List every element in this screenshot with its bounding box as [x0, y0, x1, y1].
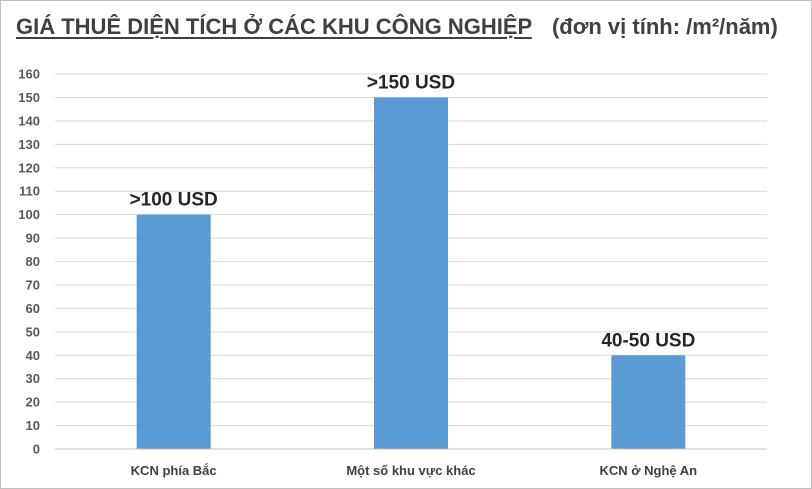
- chart-subtitle: (đơn vị tính: /m²/năm): [551, 14, 778, 39]
- y-axis: 0 10 20 30 40 50 60 70 80 90 100 110 120 130 140 150 160: [18, 67, 40, 457]
- y-tick-label: 20: [26, 395, 40, 410]
- y-tick-label: 140: [18, 113, 40, 128]
- bar-1: [136, 214, 211, 449]
- y-tick-label: 120: [18, 160, 40, 175]
- data-label-1: >100 USD: [130, 190, 218, 211]
- x-category-label-2: Một số khu vực khác: [346, 463, 475, 478]
- y-tick-label: 10: [26, 418, 40, 433]
- y-tick-label: 0: [33, 442, 40, 457]
- y-tick-label: 70: [26, 277, 40, 292]
- bars: [136, 97, 686, 449]
- chart-title-block: GIÁ THUÊ DIỆN TÍCH Ở CÁC KHU CÔNG NGHIỆP…: [16, 14, 778, 40]
- y-tick-label: 80: [26, 254, 40, 269]
- y-tick-label: 100: [18, 207, 40, 222]
- data-labels: >100 USD >150 USD 40-50 USD: [130, 72, 696, 351]
- y-tick-label: 90: [26, 231, 40, 246]
- bar-2: [374, 97, 448, 449]
- x-axis: KCN phía Bắc Một số khu vực khác KCN ở Ngh…: [55, 448, 767, 478]
- bar-3: [611, 355, 686, 449]
- y-tick-label: 110: [19, 184, 40, 199]
- y-tick-label: 160: [18, 67, 40, 82]
- x-category-label-1: KCN phía Bắc: [131, 463, 217, 478]
- y-tick-label: 50: [26, 324, 40, 339]
- data-label-2: >150 USD: [367, 72, 455, 93]
- data-label-3: 40-50 USD: [601, 330, 695, 351]
- x-category-label-3: KCN ở Nghệ An: [600, 463, 698, 478]
- y-tick-label: 60: [26, 301, 40, 316]
- y-tick-label: 40: [26, 348, 40, 363]
- y-tick-label: 150: [18, 90, 40, 105]
- chart-title: GIÁ THUÊ DIỆN TÍCH Ở CÁC KHU CÔNG NGHIỆP: [16, 14, 532, 39]
- y-tick-label: 130: [18, 137, 40, 152]
- y-tick-label: 30: [26, 371, 40, 386]
